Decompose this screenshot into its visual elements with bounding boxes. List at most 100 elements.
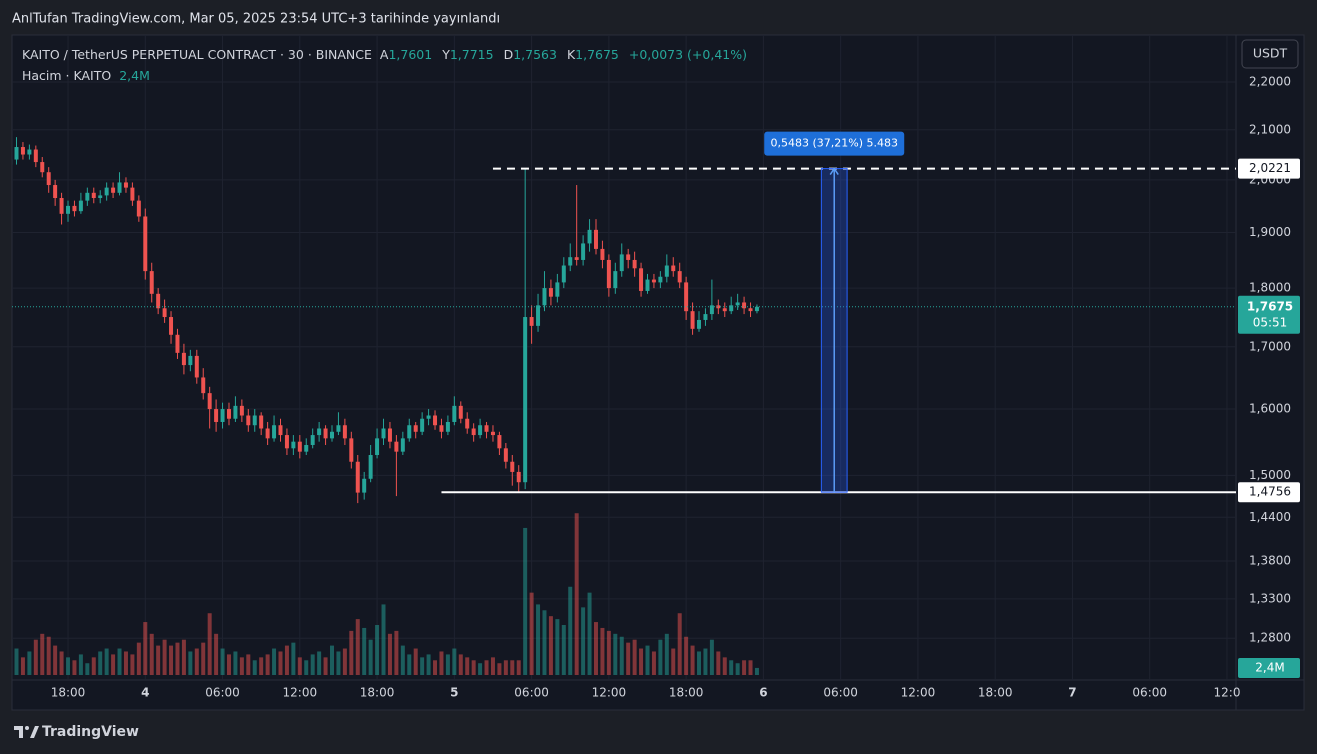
volume-bar <box>754 667 759 675</box>
candle-body <box>33 149 38 163</box>
volume-bar <box>626 642 631 675</box>
candle-body <box>175 334 180 353</box>
volume-bar <box>117 648 122 675</box>
volume-bar <box>400 645 405 675</box>
volume-bar <box>175 642 180 675</box>
candle-body <box>407 425 412 439</box>
candle-body <box>53 185 58 199</box>
volume-bar <box>645 645 650 675</box>
volume-bar <box>619 636 624 675</box>
candle-body <box>265 428 270 439</box>
change: +0,0073 (+0,41%) <box>628 47 747 62</box>
ohlc-value: 1,7601 <box>388 47 433 62</box>
candle-body <box>639 268 644 291</box>
candle-body <box>239 405 244 416</box>
candle-body <box>606 259 611 289</box>
volume-bar <box>613 633 618 675</box>
candle-body <box>426 415 431 419</box>
volume-badge <box>1238 657 1300 678</box>
candle-body <box>59 198 64 214</box>
volume-bar <box>375 625 380 675</box>
volume-bar <box>709 639 714 675</box>
y-tick-label: 1,9000 <box>1249 225 1291 239</box>
y-tick-label: 2,2000 <box>1249 74 1291 88</box>
volume-bar <box>188 651 193 675</box>
level-label: 2,0221 <box>1249 161 1291 175</box>
candle-body <box>561 265 566 283</box>
candle-body <box>284 435 289 449</box>
x-tick-label: 18:00 <box>978 686 1013 700</box>
candle-body <box>27 149 32 155</box>
volume-bar <box>12 639 13 675</box>
brand-logo <box>14 726 39 738</box>
candle-body <box>323 428 328 439</box>
volume-bar <box>291 642 296 675</box>
candle-body <box>272 425 277 439</box>
level-label: 1,4756 <box>1249 485 1291 499</box>
candle-body <box>123 182 128 188</box>
volume-badge-label: 2,4M <box>1255 660 1284 674</box>
candle-body <box>484 425 489 432</box>
ohlc-label: D <box>503 47 514 62</box>
volume-bar <box>233 651 238 675</box>
candle-body <box>748 308 753 312</box>
volume-bar <box>703 648 708 675</box>
volume-bar <box>716 651 721 675</box>
candle-body <box>181 352 186 366</box>
volume-bar <box>78 654 83 675</box>
candle-body <box>66 205 71 214</box>
candle-body <box>619 254 624 272</box>
candle-body <box>690 311 695 329</box>
candle-body <box>246 415 251 426</box>
volume-bar <box>632 639 637 675</box>
currency[interactable]: USDT <box>1253 46 1288 61</box>
candle-body <box>91 192 96 199</box>
candle-body <box>355 461 360 493</box>
x-tick-label: 06:00 <box>1132 686 1167 700</box>
volume-bar <box>194 648 199 675</box>
candle-body <box>420 418 425 432</box>
candle-body <box>568 257 573 266</box>
candle-body <box>317 428 322 436</box>
candle-body <box>742 302 747 309</box>
candle-body <box>400 438 405 452</box>
candle-body <box>78 200 83 212</box>
y-tick-label: 2,1000 <box>1249 122 1291 136</box>
volume-bar <box>252 660 257 675</box>
candle-body <box>516 471 521 483</box>
candle-body <box>188 355 193 366</box>
volume-bar <box>581 607 586 675</box>
x-tick-label: 18:00 <box>360 686 395 700</box>
volume-row: Hacim · KAITO 2,4M <box>22 65 753 86</box>
volume-bar <box>684 636 689 675</box>
volume-bar <box>98 651 103 675</box>
volume-bar <box>387 633 392 675</box>
candle-body <box>677 271 682 283</box>
volume-bar <box>14 648 19 675</box>
volume-bar <box>420 657 425 675</box>
volume-bar <box>46 636 51 675</box>
volume-bar <box>53 645 58 675</box>
candle-body <box>433 415 438 426</box>
volume-bar <box>259 657 264 675</box>
volume-bar <box>729 660 734 675</box>
brand: TradingView <box>42 724 139 740</box>
candle-body <box>658 276 663 283</box>
ohlc-value: 1,7715 <box>449 47 494 62</box>
volume-bar <box>484 660 489 675</box>
volume-bar <box>445 654 450 675</box>
currency-box[interactable] <box>1241 39 1299 69</box>
candle-body <box>12 159 13 165</box>
volume-value: 2,4M <box>119 68 150 83</box>
ohlc-label: Y <box>442 47 450 62</box>
volume-bar <box>664 633 669 675</box>
candle-body <box>497 435 502 449</box>
volume-bar <box>368 639 373 675</box>
x-tick-label: 12:0 <box>1214 686 1241 700</box>
measure-arrowhead <box>829 167 839 176</box>
volume-bar <box>413 648 418 675</box>
candle-body <box>581 243 586 260</box>
candle-body <box>156 293 161 309</box>
y-tick-label: 1,2800 <box>1249 631 1291 645</box>
candle-body <box>729 305 734 312</box>
